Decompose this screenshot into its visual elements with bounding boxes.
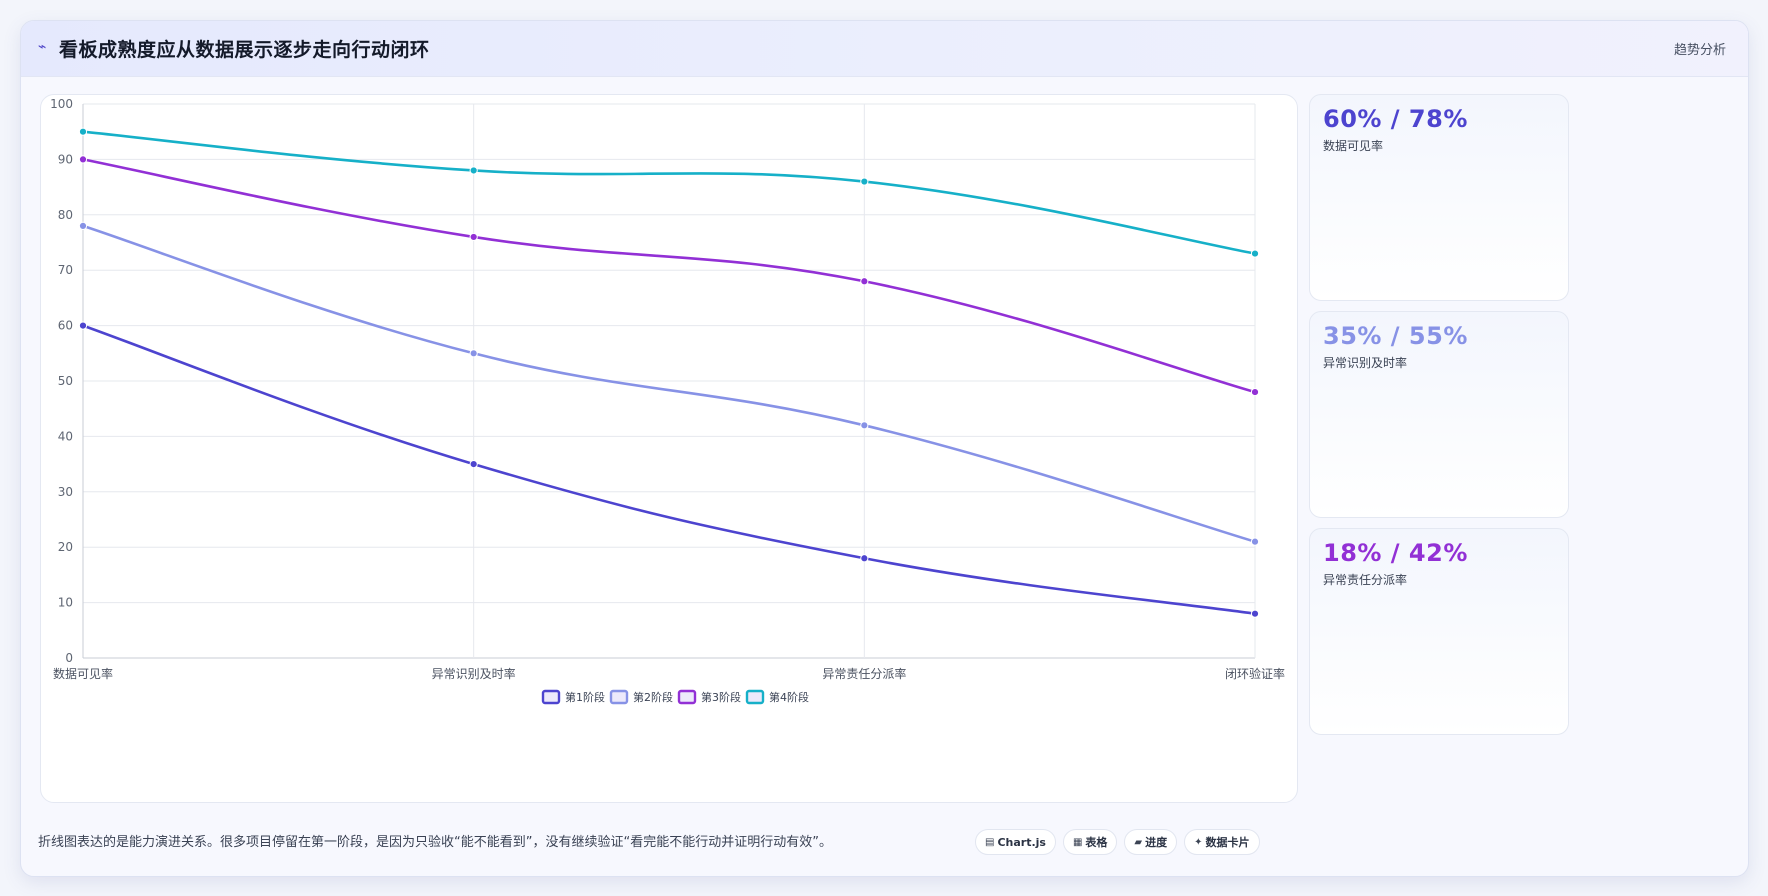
data-point: [469, 232, 478, 242]
chip-progress[interactable]: ▰ 进度: [1124, 829, 1178, 855]
data-point: [78, 321, 88, 330]
data-point: [78, 221, 88, 230]
panel-header: ⌁ 看板成熟度应从数据展示逐步走向行动闭环 趋势分析: [21, 21, 1748, 77]
series-line: [82, 130, 1256, 255]
data-point: [1250, 537, 1260, 546]
y-tick-label: 50: [58, 374, 73, 388]
y-tick-label: 30: [58, 485, 73, 499]
x-tick-label: 异常责任分派率: [822, 666, 906, 681]
legend-swatch: [541, 689, 561, 705]
data-point: [78, 127, 88, 136]
legend-swatch: [677, 689, 697, 705]
x-tick-label: 数据可见率: [53, 666, 113, 681]
stat-card-responsibility-assignment: 18% / 42% 异常责任分派率: [1309, 528, 1569, 735]
y-tick-label: 20: [58, 540, 73, 554]
chip-label: 进度: [1145, 836, 1168, 849]
trend-icon: ⌁: [38, 39, 47, 55]
chip-label: 表格: [1085, 836, 1108, 849]
chip-chartjs[interactable]: ▤ Chart.js: [975, 829, 1056, 855]
y-tick-label: 70: [58, 263, 73, 277]
series-line: [82, 158, 1256, 394]
legend-label: 第4阶段: [769, 690, 809, 704]
chip-label: Chart.js: [997, 835, 1046, 849]
sparkle-icon: ✦: [1194, 836, 1203, 848]
stat-value: 60% / 78%: [1323, 105, 1468, 133]
data-point: [860, 554, 869, 563]
y-tick-label: 90: [58, 152, 73, 166]
data-point: [860, 421, 869, 430]
legend-swatch: [609, 689, 629, 705]
stat-label: 数据可见率: [1323, 139, 1384, 153]
stat-label: 异常识别及时率: [1323, 356, 1408, 370]
x-tick-label: 异常识别及时率: [432, 666, 516, 681]
y-tick-label: 60: [58, 319, 73, 333]
progress-icon: ▰: [1134, 836, 1143, 848]
series-line: [82, 324, 1256, 615]
chip-table[interactable]: ▦ 表格: [1062, 829, 1118, 855]
dashboard-panel: ⌁ 看板成熟度应从数据展示逐步走向行动闭环 趋势分析 0 10 20 30 40 50 60…: [20, 20, 1749, 877]
table-icon: ▦: [1072, 836, 1083, 848]
data-point: [860, 277, 869, 286]
chart-icon: ▤: [985, 836, 995, 848]
y-tick-label: 100: [50, 97, 73, 111]
x-tick-label: 闭环验证率: [1225, 666, 1285, 681]
y-tick-label: 10: [58, 596, 73, 610]
footer-note: 折线图表达的是能力演进关系。很多项目停留在第一阶段，是因为只验收“能不能看到”，…: [38, 835, 832, 850]
legend-swatch: [745, 689, 765, 705]
legend-label: 第3阶段: [701, 690, 741, 704]
data-point: [469, 166, 478, 175]
chip-data-card[interactable]: ✦ 数据卡片: [1184, 829, 1260, 855]
data-point: [860, 177, 869, 186]
trend-analysis-button[interactable]: 趋势分析: [1673, 43, 1726, 58]
stat-label: 异常责任分派率: [1323, 573, 1408, 587]
data-point: [1250, 387, 1260, 397]
chip-group: ▤ Chart.js ▦ 表格 ▰ 进度 ✦ 数据卡片: [975, 829, 1260, 855]
data-point: [1250, 609, 1260, 618]
y-tick-label: 40: [58, 429, 73, 443]
stat-value: 18% / 42%: [1323, 539, 1468, 567]
stat-card-data-visibility: 60% / 78% 数据可见率: [1309, 94, 1569, 301]
data-point: [469, 460, 478, 469]
y-tick-label: 0: [65, 651, 73, 665]
series-line: [82, 224, 1256, 543]
data-point: [469, 349, 478, 358]
chart-card: 0 10 20 30 40 50 60 70 80 90 100 数据可见率 异常识别及时率 异常责任分派…: [40, 94, 1298, 803]
stat-card-anomaly-detection: 35% / 55% 异常识别及时率: [1309, 311, 1569, 518]
y-tick-label: 80: [58, 208, 73, 222]
legend-label: 第1阶段: [565, 690, 605, 704]
data-point: [78, 155, 88, 164]
panel-title: 看板成熟度应从数据展示逐步走向行动闭环: [59, 39, 430, 61]
stat-value: 35% / 55%: [1323, 322, 1468, 350]
data-point: [1250, 249, 1260, 258]
chip-label: 数据卡片: [1205, 836, 1250, 849]
legend-label: 第2阶段: [633, 690, 673, 704]
line-chart: 0 10 20 30 40 50 60 70 80 90 100 数据可见率 异常识别及时率 异常责任分派…: [50, 97, 1285, 705]
